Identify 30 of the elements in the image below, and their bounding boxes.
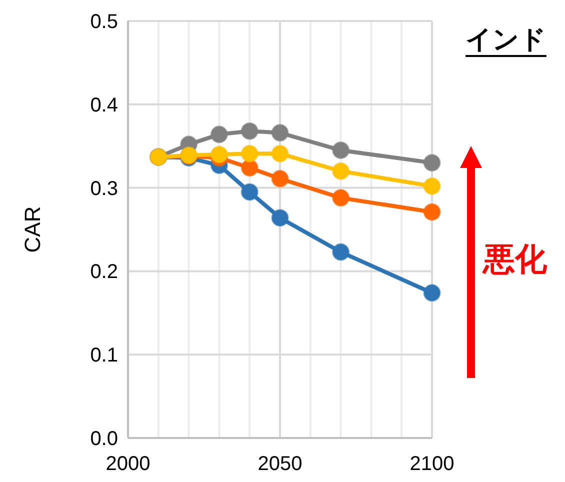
point — [423, 177, 441, 195]
point — [332, 142, 350, 160]
point — [332, 189, 350, 207]
point — [332, 162, 350, 180]
point — [332, 243, 350, 261]
point — [423, 284, 441, 302]
point — [423, 203, 441, 221]
y-tick-label: 0.4 — [90, 94, 118, 116]
point — [240, 159, 258, 177]
point — [210, 146, 228, 164]
point — [271, 124, 289, 142]
text: インド — [466, 24, 546, 54]
x-tick-label: 2000 — [106, 453, 150, 475]
x-tick-label: 2050 — [258, 453, 302, 475]
x-tick-label: 2100 — [410, 453, 454, 475]
y-tick-label: 0.3 — [90, 178, 118, 200]
y-tick-label: 0.5 — [90, 11, 118, 33]
point — [423, 154, 441, 172]
point — [240, 122, 258, 140]
y-tick-label: 0.2 — [90, 261, 118, 284]
y-axis-title: CAR — [20, 206, 45, 253]
y-tick-label: 0.1 — [90, 344, 118, 367]
point — [271, 209, 289, 227]
point — [240, 144, 258, 162]
point — [271, 170, 289, 188]
y-tick-label: 0.0 — [90, 428, 118, 450]
point — [210, 126, 228, 144]
text: 悪化 — [482, 241, 548, 277]
point — [240, 183, 258, 201]
point — [271, 144, 289, 162]
